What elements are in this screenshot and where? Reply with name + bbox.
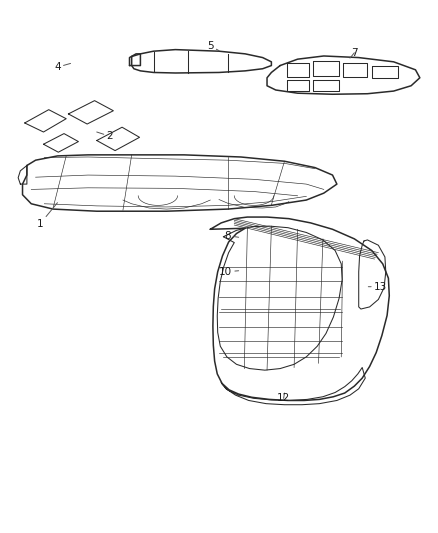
Text: 5: 5 bbox=[207, 41, 219, 51]
Text: 4: 4 bbox=[54, 62, 71, 72]
Text: 2: 2 bbox=[97, 131, 113, 141]
Text: 7: 7 bbox=[350, 48, 358, 58]
Text: 8: 8 bbox=[224, 231, 239, 241]
Text: 12: 12 bbox=[277, 393, 290, 403]
Text: 13: 13 bbox=[368, 282, 387, 292]
Text: 10: 10 bbox=[219, 267, 239, 277]
Text: 1: 1 bbox=[37, 203, 57, 229]
